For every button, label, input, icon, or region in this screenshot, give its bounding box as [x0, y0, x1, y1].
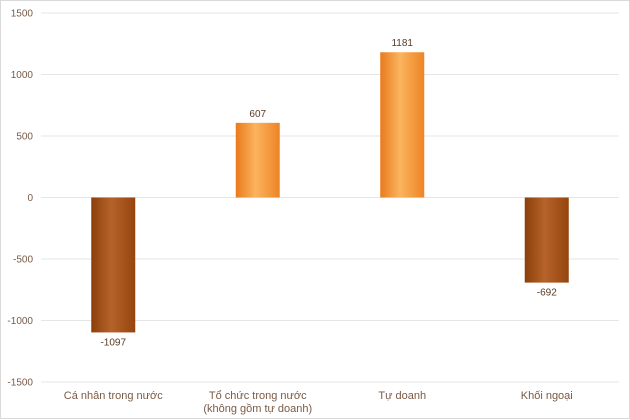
data-label: 607	[249, 109, 266, 120]
y-tick-label: 1500	[11, 9, 34, 20]
x-category-label: Cá nhân trong nước	[64, 390, 163, 402]
x-category-label: Tự doanh	[378, 390, 426, 402]
x-category-label: Khối ngoại	[521, 390, 573, 402]
data-label: -692	[537, 288, 557, 299]
y-tick-label: -1000	[7, 316, 33, 327]
y-tick-label: 1000	[11, 70, 34, 81]
bar	[524, 197, 569, 283]
y-tick-label: -1500	[7, 378, 33, 389]
bars	[91, 52, 569, 333]
data-label: 1181	[391, 38, 413, 49]
y-tick-label: 0	[27, 193, 33, 204]
bar	[91, 197, 136, 333]
y-tick-label: -500	[13, 255, 33, 266]
bar	[380, 52, 425, 198]
y-tick-label: 500	[16, 132, 33, 143]
x-category-label: (không gồm tự doanh)	[203, 403, 312, 415]
data-labels: -1097 607 1181 -692	[100, 38, 557, 348]
data-label: -1097	[100, 337, 126, 348]
gridlines	[41, 12, 619, 383]
x-category-label: Tổ chức trong nước	[209, 390, 307, 402]
bar	[235, 122, 280, 198]
y-axis-tick-labels: 1500 1000 500 0 -500 -1000 -1500	[7, 9, 33, 389]
x-axis-category-labels: Cá nhân trong nước Tổ chức trong nước(khô…	[64, 390, 573, 415]
